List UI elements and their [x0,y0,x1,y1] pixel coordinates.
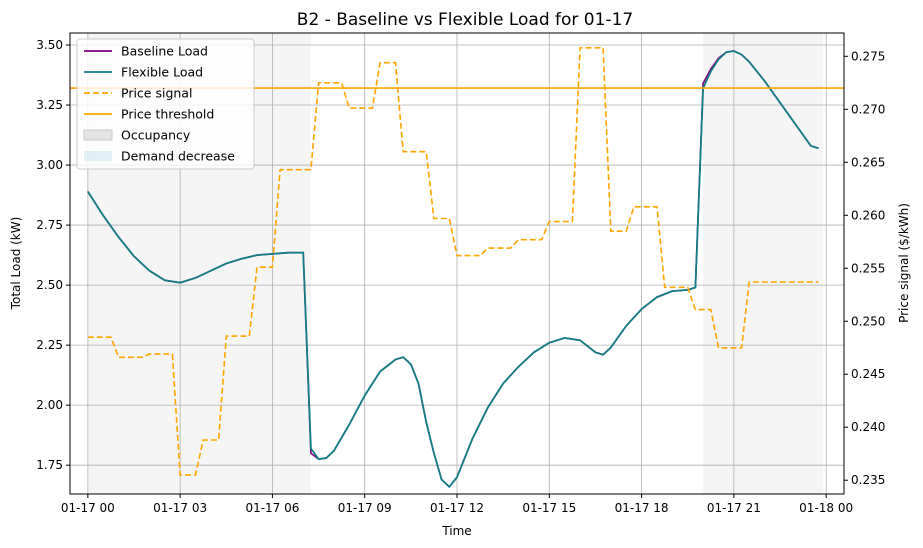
legend-box [76,38,255,170]
legend-label: Price threshold [121,107,214,122]
x-tick-label: 01-18 00 [799,501,853,515]
flexible-load-line [87,50,819,489]
y-left-tick-label: 1.75 [36,458,63,472]
x-axis-title: Time [441,524,471,538]
y-right-tick-label: 0.235 [851,473,885,487]
chart-title: B2 - Baseline vs Flexible Load for 01-17 [297,10,633,30]
y-left-tick-label: 3.25 [36,98,63,112]
y-axis-left: 1.75 2.00 2.25 2.50 2.75 3.00 3.25 3.50 [36,38,70,472]
y-axis-right: 0.235 0.240 0.245 0.250 0.255 0.260 0.265 0.270… [844,49,885,487]
x-tick-label: 01-17 12 [430,501,484,515]
price-signal-line [87,46,819,476]
y-right-tick-label: 0.265 [851,155,885,169]
y-right-tick-label: 0.275 [851,49,885,63]
legend-swatch [83,129,113,141]
legend-label: Price signal [121,86,192,101]
legend: Baseline Load Flexible Load Price signal Pr… [76,38,255,170]
occupancy-band [703,33,824,494]
x-tick-label: 01-17 18 [615,501,669,515]
y-left-tick-label: 2.50 [36,278,63,292]
y-left-tick-label: 2.00 [36,398,63,412]
y-right-tick-label: 0.260 [851,208,885,222]
x-tick-label: 01-17 15 [522,501,576,515]
y-right-tick-label: 0.270 [851,102,885,116]
legend-label: Occupancy [121,128,191,143]
y-axis-right-title: Price signal ($/kWh) [897,203,911,323]
x-tick-label: 01-17 00 [61,501,115,515]
y-left-tick-label: 2.25 [36,338,63,352]
x-tick-label: 01-17 06 [245,501,299,515]
y-axis-left-title: Total Load (kW) [9,217,23,311]
y-right-tick-label: 0.240 [851,420,885,434]
y-right-tick-label: 0.250 [851,314,885,328]
x-tick-label: 01-17 09 [338,501,392,515]
y-right-tick-label: 0.245 [851,367,885,381]
legend-swatch [84,151,112,161]
y-right-tick-label: 0.255 [851,261,885,275]
legend-label: Flexible Load [121,65,203,80]
y-left-tick-label: 3.50 [36,38,63,52]
y-left-tick-label: 3.00 [36,158,63,172]
y-left-tick-label: 2.75 [36,218,63,232]
x-axis: 01-17 00 01-17 03 01-17 06 01-17 09 01-17 12… [61,494,853,515]
x-tick-label: 01-17 03 [153,501,207,515]
x-tick-label: 01-17 21 [707,501,761,515]
plot-area [69,32,845,495]
legend-label: Baseline Load [121,44,208,59]
legend-label: Demand decrease [121,149,235,164]
